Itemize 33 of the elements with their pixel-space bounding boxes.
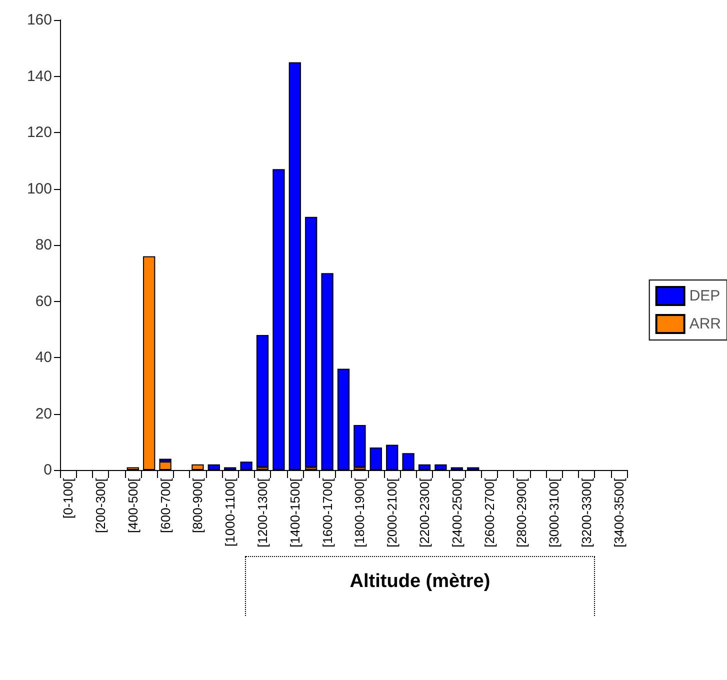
x-tick-label: [3400-3500[ xyxy=(611,478,626,548)
x-tick-label: [3000-3100[ xyxy=(546,478,562,548)
x-tick-label: [2200-2300[ xyxy=(417,478,432,548)
x-tick-label: [1400-1500[ xyxy=(287,478,302,548)
x-axis-title: Altitude (mètre) xyxy=(245,556,595,616)
legend-label: ARR xyxy=(689,316,722,332)
x-tick-label: [800-900[ xyxy=(190,478,206,533)
x-tick-label: [200-300[ xyxy=(93,478,108,533)
bar xyxy=(305,216,318,468)
x-tick-label: [2600-2700[ xyxy=(482,478,497,548)
x-tick-label: [2400-2500[ xyxy=(449,478,464,548)
x-tick-label: [0-100[ xyxy=(60,478,76,518)
y-tick-label: 80 xyxy=(35,236,52,254)
y-tick-label: 40 xyxy=(35,349,52,366)
bar xyxy=(354,425,366,468)
x-tick-label: [2000-2100[ xyxy=(384,478,400,548)
legend-label: DEP xyxy=(689,288,720,304)
x-tick-label: [1800-1900[ xyxy=(352,478,368,548)
x-tick-label: [1600-1700[ xyxy=(320,478,335,548)
x-tick-label: [3200-3300[ xyxy=(579,478,594,548)
y-tick-label: 60 xyxy=(35,292,52,310)
y-tick-label: 160 xyxy=(26,12,52,28)
x-tick-label: [2800-2900[ xyxy=(514,478,530,548)
y-tick-label: 140 xyxy=(26,68,52,85)
x-tick-label: [600-700[ xyxy=(158,478,173,533)
y-tick-label: 120 xyxy=(26,124,52,141)
bar xyxy=(256,335,269,468)
x-tick-label: [1000-1100[ xyxy=(222,478,238,546)
x-tick-label: [1200-1300[ xyxy=(255,478,270,548)
x-tick-label: [400-500[ xyxy=(125,478,140,533)
y-tick-label: 0 xyxy=(44,462,52,478)
y-tick-label: 100 xyxy=(26,180,52,198)
y-tick-label: 20 xyxy=(35,405,52,422)
